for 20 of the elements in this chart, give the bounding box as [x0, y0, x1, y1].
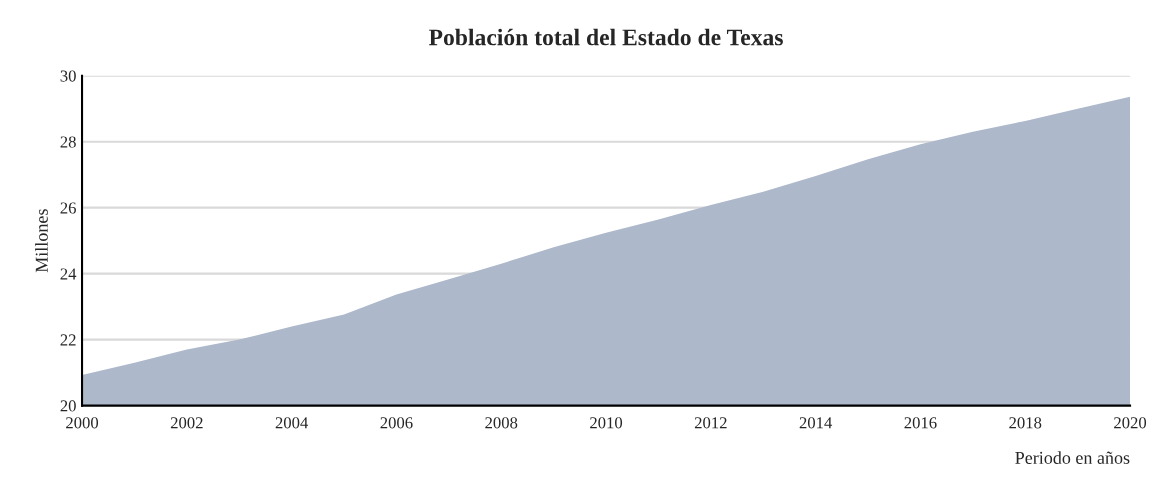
x-tick-label: 2004: [275, 417, 309, 429]
y-tick-label: 20: [60, 400, 76, 412]
x-tick-label: 2020: [1114, 417, 1147, 429]
y-tick-label: 28: [60, 136, 76, 148]
x-tick-label: 2002: [170, 417, 203, 429]
y-tick-label: 24: [60, 268, 77, 280]
x-tick-label: 2008: [485, 417, 518, 429]
y-tick-label: 26: [60, 202, 76, 214]
x-tick-label: 2014: [799, 417, 833, 429]
x-tick-label: 2016: [904, 417, 937, 429]
x-tick-label: 2006: [380, 417, 413, 429]
y-axis-title: Millones: [35, 209, 48, 273]
chart-title: Población total del Estado de Texas: [429, 28, 783, 46]
x-axis-title: Periodo en años: [1015, 451, 1130, 464]
y-tick-label: 22: [60, 334, 76, 346]
x-tick-label: 2018: [1009, 417, 1042, 429]
x-tick-label: 2012: [694, 417, 727, 429]
x-tick-label: 2010: [590, 417, 623, 429]
x-tick-label: 2000: [66, 417, 99, 429]
y-tick-label: 30: [60, 70, 76, 82]
